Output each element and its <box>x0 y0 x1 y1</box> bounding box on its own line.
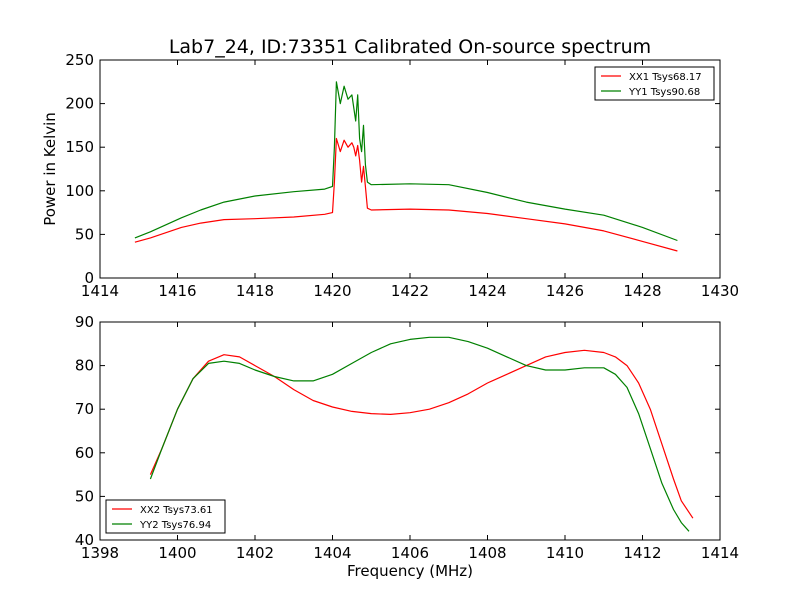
x-tick-label: 1416 <box>158 282 196 300</box>
y-tick-label: 150 <box>65 138 94 156</box>
legend-label: XX1 Tsys68.17 <box>629 72 702 83</box>
series-line-1-2 <box>134 81 678 242</box>
x-tick-label: 1404 <box>313 544 351 562</box>
x-tick-label: 1414 <box>701 544 739 562</box>
chart-panel-2: 1398 1400 1402 1404 1406 1408 1410 1412 1414 40 50… <box>75 313 739 580</box>
y-tick-label: 40 <box>75 531 94 549</box>
x-tick-label: 1428 <box>623 282 661 300</box>
x-tick-label: 1398 <box>81 544 119 562</box>
x-tick-label: 1426 <box>546 282 584 300</box>
y-tick-label: 70 <box>75 400 94 418</box>
legend: XX1 Tsys68.17 YY1 Tsys90.68 <box>594 66 715 101</box>
x-tick-label: 1410 <box>546 544 584 562</box>
y-tick-label: 60 <box>75 444 94 462</box>
x-axis-label: Frequency (MHz) <box>347 562 473 580</box>
legend-label: YY2 Tsys76.94 <box>139 520 211 531</box>
x-tick-label: 1406 <box>391 544 429 562</box>
y-tick-label: 100 <box>65 182 94 200</box>
legend: XX2 Tsys73.61 YY2 Tsys76.94 <box>105 499 226 534</box>
chart-panel-1: 1414 1416 1418 1420 1422 1424 1426 1428 1430 0 50 1… <box>41 51 739 300</box>
x-tick-label: 1408 <box>468 544 506 562</box>
x-tick-label: 1402 <box>236 544 274 562</box>
series-line-2-1 <box>149 349 694 519</box>
x-tick-label: 1412 <box>623 544 661 562</box>
x-tick-label: 1430 <box>701 282 739 300</box>
y-tick-label: 90 <box>75 313 94 331</box>
x-tick-label: 1418 <box>236 282 274 300</box>
x-tick-label: 1420 <box>313 282 351 300</box>
legend-box <box>105 499 226 534</box>
y-tick-label: 250 <box>65 51 94 69</box>
legend-box <box>594 66 715 101</box>
y-tick-label: 0 <box>84 269 94 287</box>
y-tick-label: 50 <box>75 225 94 243</box>
y-tick-label: 80 <box>75 357 94 375</box>
x-tick-label: 1424 <box>468 282 506 300</box>
y-tick-label: 200 <box>65 95 94 113</box>
chart-panels: 1414 1416 1418 1420 1422 1424 1426 1428 14300501… <box>41 51 739 580</box>
x-tick-label: 1400 <box>158 544 196 562</box>
y-axis-label: Power in Kelvin <box>41 112 59 226</box>
x-tick-label: 1422 <box>391 282 429 300</box>
x-tick-label: 1414 <box>81 282 119 300</box>
y-tick-label: 50 <box>75 487 94 505</box>
legend-label: YY1 Tsys90.68 <box>628 87 700 98</box>
series-line-2-2 <box>149 336 690 532</box>
series-line-1-1 <box>134 137 678 252</box>
legend-label: XX2 Tsys73.61 <box>140 505 213 516</box>
figure-title: Lab7_24, ID:73351 Calibrated On-source s… <box>169 36 651 58</box>
